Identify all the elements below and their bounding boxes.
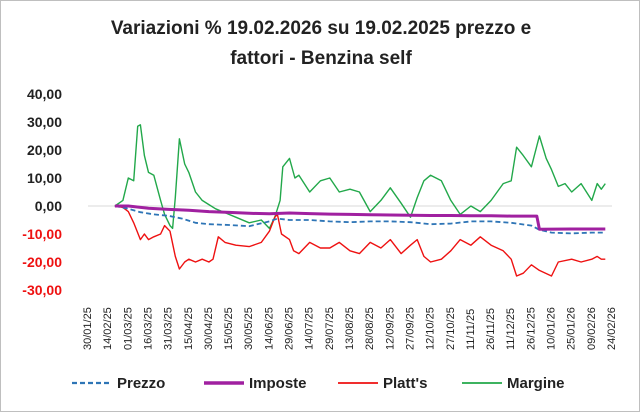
x-tick-label: 28/08/25 <box>364 307 376 350</box>
x-tick-label: 11/12/25 <box>505 308 517 350</box>
legend: Prezzo Imposte Platt's Margine <box>72 375 565 392</box>
x-tick-label: 26/12/25 <box>525 307 537 350</box>
x-tick-label: 15/04/25 <box>183 307 195 350</box>
x-tick-label: 30/04/25 <box>203 307 215 350</box>
x-tick-label: 27/09/25 <box>404 307 416 350</box>
plot-area <box>114 124 606 277</box>
series-line-imposte <box>114 204 606 231</box>
y-tick-label: -30,00 <box>22 282 62 298</box>
x-tick-label: 26/11/25 <box>485 308 497 350</box>
x-tick-label: 12/09/25 <box>384 307 396 350</box>
y-tick-label: 10,00 <box>27 170 62 186</box>
y-tick-label: -10,00 <box>22 226 62 242</box>
series-line-platts <box>114 205 606 277</box>
x-tick-label: 01/03/25 <box>122 307 134 350</box>
y-tick-label: 20,00 <box>27 142 62 158</box>
x-tick-label: 14/06/25 <box>263 307 275 350</box>
series-line-margine <box>114 124 606 230</box>
y-tick-label: 40,00 <box>27 86 62 102</box>
x-tick-label: 10/01/26 <box>546 307 558 350</box>
legend-label-imposte: Imposte <box>249 375 307 392</box>
x-tick-label: 15/05/25 <box>223 307 235 350</box>
x-tick-label: 29/07/25 <box>324 307 336 350</box>
y-tick-label: 0,00 <box>35 198 62 214</box>
y-axis: 40,00 30,00 20,00 10,00 0,00 -10,00 -20,00 -30,… <box>22 86 62 298</box>
x-tick-label: 09/02/26 <box>586 307 598 350</box>
legend-label-platts: Platt's <box>383 375 427 392</box>
x-tick-label: 30/05/25 <box>243 307 255 350</box>
chart-title-line-1: Variazioni % 19.02.2026 su 19.02.2025 pr… <box>111 18 531 39</box>
x-tick-label: 16/03/25 <box>142 307 154 350</box>
x-tick-label: 13/08/25 <box>344 307 356 350</box>
x-tick-label: 24/02/26 <box>606 307 618 350</box>
x-tick-label: 14/07/25 <box>304 307 316 350</box>
series-line-prezzo <box>114 205 606 235</box>
chart-title: Variazioni % 19.02.2026 su 19.02.2025 pr… <box>111 18 531 69</box>
x-tick-label: 25/01/26 <box>566 307 578 350</box>
x-tick-label: 31/03/25 <box>163 307 175 350</box>
x-tick-label: 11/11/25 <box>465 309 477 350</box>
x-tick-label: 30/01/25 <box>82 307 94 350</box>
x-tick-label: 29/06/25 <box>284 307 296 350</box>
y-tick-label: 30,00 <box>27 114 62 130</box>
legend-label-prezzo: Prezzo <box>117 375 165 392</box>
x-axis: 30/01/25 14/02/25 01/03/25 16/03/25 31/03/25… <box>82 205 618 350</box>
x-tick-label: 12/10/25 <box>425 307 437 350</box>
legend-label-margine: Margine <box>507 375 565 392</box>
chart-title-line-2: fattori - Benzina self <box>230 48 412 69</box>
x-tick-label: 14/02/25 <box>102 307 114 350</box>
y-tick-label: -20,00 <box>22 254 62 270</box>
x-tick-label: 27/10/25 <box>445 307 457 350</box>
